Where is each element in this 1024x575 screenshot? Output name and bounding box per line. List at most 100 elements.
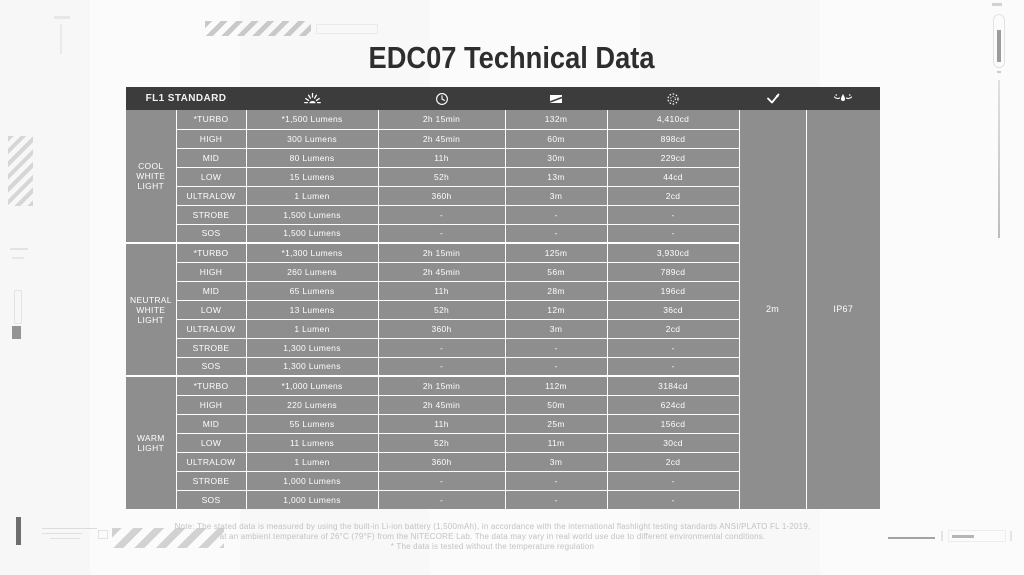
bottom-right-tick-right xyxy=(1010,531,1012,541)
runtime-cell: 360h xyxy=(377,185,506,206)
hazard-stripes-left xyxy=(8,136,33,206)
intensity-cell: 2cd xyxy=(606,318,740,339)
table-row: STROBE 1,300 Lumens - - - xyxy=(126,337,880,358)
distance-cell: - xyxy=(504,223,608,244)
intensity-cell: - xyxy=(606,489,740,509)
impact-resistance-cell: 2m xyxy=(738,110,807,510)
runtime-cell: 2h 15min xyxy=(377,110,506,130)
mode-cell: *TURBO xyxy=(175,110,247,130)
runtime-cell: 52h xyxy=(377,166,506,187)
runtime-cell: 52h xyxy=(377,299,506,320)
mode-cell: *TURBO xyxy=(175,242,247,263)
runtime-cell: - xyxy=(377,470,506,491)
intensity-cell: 156cd xyxy=(606,413,740,434)
slider-track-top-right xyxy=(998,80,1000,238)
intensity-cell: 789cd xyxy=(606,261,740,282)
distance-cell: 28m xyxy=(504,280,608,301)
lumens-cell: 80 Lumens xyxy=(245,147,379,168)
lumens-cell: 13 Lumens xyxy=(245,299,379,320)
mode-cell: HIGH xyxy=(176,261,247,282)
runtime-cell: 360h xyxy=(377,451,506,472)
mode-cell: *TURBO xyxy=(175,375,247,396)
intensity-cell: 624cd xyxy=(606,394,740,415)
distance-cell: 132m xyxy=(504,110,608,130)
mode-cell: MID xyxy=(176,413,247,434)
runtime-cell: - xyxy=(377,489,506,509)
intensity-cell: - xyxy=(606,470,740,491)
table-row: ULTRALOW 1 Lumen 360h 3m 2cd xyxy=(126,185,880,206)
runtime-cell: 2h 45min xyxy=(377,394,506,415)
footnote: Note: The stated data is measured by usi… xyxy=(0,522,985,552)
lumens-cell: 1,300 Lumens xyxy=(245,337,379,358)
intensity-cell: 3,930cd xyxy=(606,242,740,263)
intensity-cell: 3184cd xyxy=(606,375,740,396)
runtime-cell: 11h xyxy=(377,147,506,168)
mode-cell: MID xyxy=(176,280,247,301)
runtime-cell: 11h xyxy=(377,413,506,434)
technical-data-table: FL1 STANDARD xyxy=(126,87,881,510)
lumens-cell: 11 Lumens xyxy=(245,432,379,453)
category-cell: COOL WHITE LIGHT xyxy=(126,110,177,244)
table-row: HIGH 220 Lumens 2h 45min 50m 624cd xyxy=(126,394,880,415)
lumens-cell: 1 Lumen xyxy=(245,185,379,206)
impact-resistance-icon xyxy=(739,87,807,110)
distance-cell: 13m xyxy=(504,166,608,187)
distance-cell: 56m xyxy=(504,261,608,282)
mode-cell: LOW xyxy=(176,166,247,187)
distance-cell: 12m xyxy=(504,299,608,320)
table-row: STROBE 1,000 Lumens - - - xyxy=(126,470,880,491)
lumens-cell: 1,500 Lumens xyxy=(245,204,379,225)
distance-cell: 125m xyxy=(504,242,608,263)
hazard-stripes-top xyxy=(205,21,311,36)
mode-cell: LOW xyxy=(176,432,247,453)
runtime-cell: 2h 45min xyxy=(377,261,506,282)
lumens-cell: 220 Lumens xyxy=(245,394,379,415)
mode-cell: LOW xyxy=(176,299,247,320)
lumens-cell: 1 Lumen xyxy=(245,318,379,339)
runtime-cell: 11h xyxy=(377,280,506,301)
mode-cell: STROBE xyxy=(176,470,247,491)
table-row: LOW 11 Lumens 52h 11m 30cd xyxy=(126,432,880,453)
intensity-cell: 36cd xyxy=(606,299,740,320)
mode-cell: STROBE xyxy=(176,337,247,358)
distance-cell: 3m xyxy=(504,185,608,206)
waterproof-icon xyxy=(806,87,881,110)
mode-cell: ULTRALOW xyxy=(176,185,247,206)
runtime-cell: - xyxy=(377,204,506,225)
mode-cell: SOS xyxy=(176,223,247,244)
lumens-cell: 260 Lumens xyxy=(245,261,379,282)
left-square-mark xyxy=(12,326,21,339)
table-row: MID 55 Lumens 11h 25m 156cd xyxy=(126,413,880,434)
lumens-cell: 1,000 Lumens xyxy=(245,470,379,491)
left-dash-mark xyxy=(10,248,28,250)
mode-cell: HIGH xyxy=(176,128,247,149)
intensity-cell: 2cd xyxy=(606,451,740,472)
distance-cell: - xyxy=(504,470,608,491)
lumens-cell: 1,300 Lumens xyxy=(245,356,379,377)
table-row: LOW 15 Lumens 52h 13m 44cd xyxy=(126,166,880,187)
ghost-mark-top xyxy=(316,24,378,34)
category-cell: WARM LIGHT xyxy=(126,375,177,510)
distance-cell: 50m xyxy=(504,394,608,415)
distance-cell: 3m xyxy=(504,318,608,339)
footnote-line-1: Note: The stated data is measured by usi… xyxy=(174,522,811,531)
mode-cell: STROBE xyxy=(176,204,247,225)
intensity-cell: 44cd xyxy=(606,166,740,187)
table-row: COOL WHITE LIGHT *TURBO *1,500 Lumens 2h 15… xyxy=(126,110,881,510)
mode-cell: ULTRALOW xyxy=(176,318,247,339)
runtime-cell: - xyxy=(377,223,506,244)
runtime-cell: 52h xyxy=(377,432,506,453)
table-row: ULTRALOW 1 Lumen 360h 3m 2cd xyxy=(126,318,880,339)
lumens-cell: *1,300 Lumens xyxy=(245,242,379,263)
intensity-cell: - xyxy=(606,223,740,244)
intensity-cell: 2cd xyxy=(606,185,740,206)
distance-cell: 60m xyxy=(504,128,608,149)
intensity-cell: 898cd xyxy=(606,128,740,149)
mode-cell: HIGH xyxy=(176,394,247,415)
distance-cell: - xyxy=(504,356,608,377)
distance-cell: - xyxy=(504,337,608,358)
runtime-cell: - xyxy=(377,337,506,358)
runtime-cell: - xyxy=(377,356,506,377)
table-row: MID 65 Lumens 11h 28m 196cd xyxy=(126,280,880,301)
